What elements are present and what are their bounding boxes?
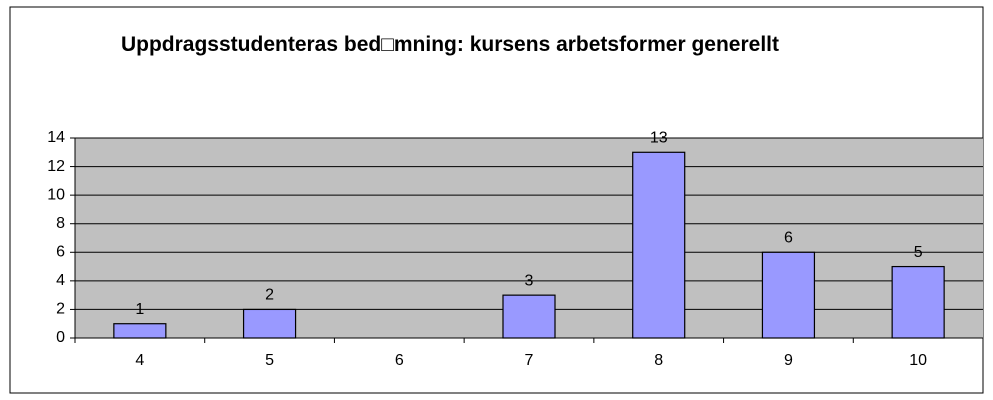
- y-tick-label: 10: [47, 186, 65, 203]
- y-tick-label: 6: [56, 244, 65, 261]
- bar: [891, 265, 945, 339]
- y-tick-label: 8: [56, 215, 65, 232]
- x-tick-label: 9: [784, 352, 793, 369]
- data-label: 13: [650, 130, 668, 147]
- bar: [502, 294, 556, 339]
- data-label: 2: [265, 287, 274, 304]
- bar: [113, 323, 167, 339]
- data-label: 5: [914, 244, 923, 261]
- x-tick-label: 7: [525, 352, 534, 369]
- x-tick-label: 5: [265, 352, 274, 369]
- x-tick-label: 6: [395, 352, 404, 369]
- x-tick-label: 10: [909, 352, 927, 369]
- y-tick-label: 14: [47, 129, 65, 146]
- y-tick-label: 2: [56, 301, 65, 318]
- data-label: 3: [525, 272, 534, 289]
- x-tick-label: 8: [654, 352, 663, 369]
- chart-title: Uppdragsstudenteras bed□mning: kursens a…: [120, 33, 779, 56]
- x-tick-label: 4: [135, 352, 144, 369]
- data-label: 6: [784, 230, 793, 247]
- y-tick-label: 12: [47, 158, 65, 175]
- y-tick-label: 0: [56, 329, 65, 346]
- bar: [632, 151, 686, 339]
- bar: [761, 251, 816, 339]
- y-tick-label: 4: [56, 272, 65, 289]
- data-label: 1: [135, 301, 144, 318]
- bar: [242, 308, 297, 339]
